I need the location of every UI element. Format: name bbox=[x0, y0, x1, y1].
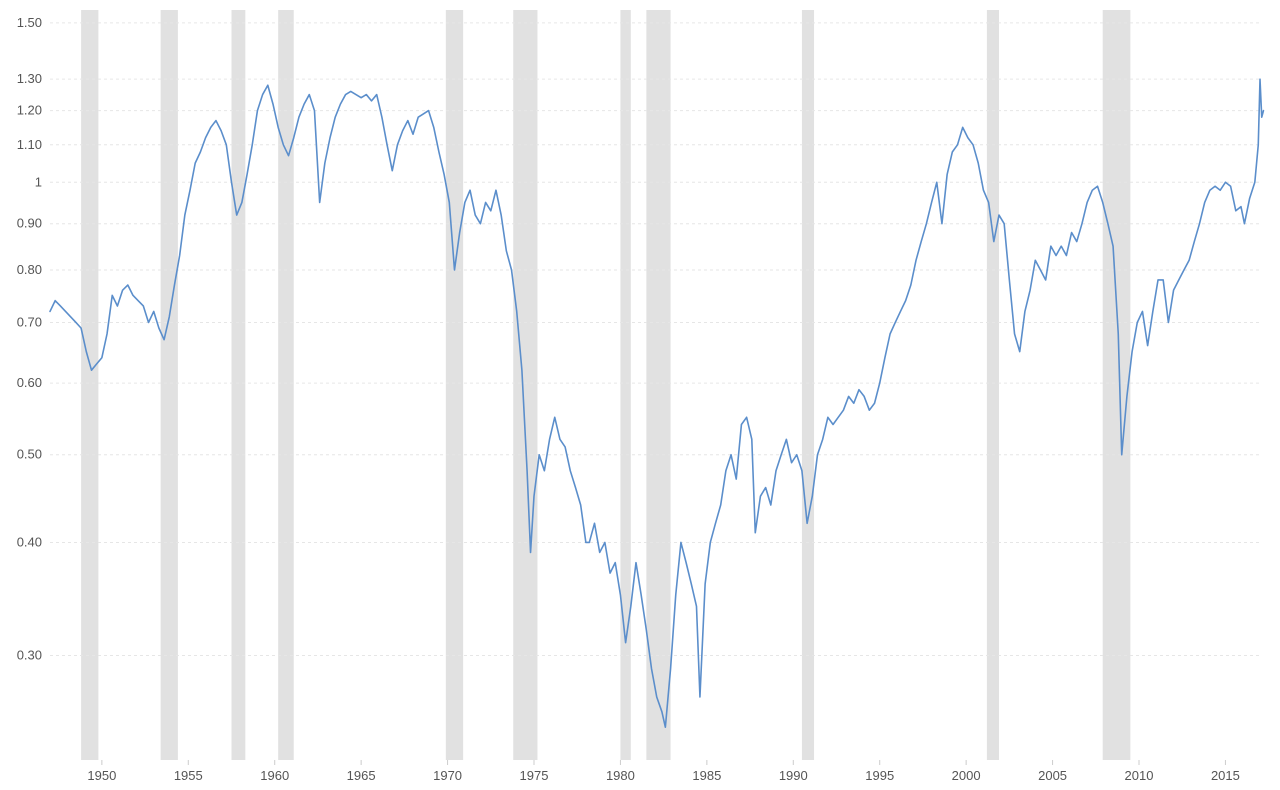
chart-svg: 0.30 0.40 0.50 0.60 0.70 0.80 0.90 1 1.10 1.20 1.3… bbox=[0, 0, 1280, 790]
y-tick-label: 0.90 bbox=[17, 216, 42, 231]
x-tick-label: 1970 bbox=[433, 768, 462, 783]
x-tick-label: 1975 bbox=[520, 768, 549, 783]
x-tick-label: 1990 bbox=[779, 768, 808, 783]
y-tick-label: 0.60 bbox=[17, 375, 42, 390]
x-tick-label: 1955 bbox=[174, 768, 203, 783]
x-tick-label: 2005 bbox=[1038, 768, 1067, 783]
recession-band bbox=[446, 10, 463, 760]
x-tick-label: 1950 bbox=[87, 768, 116, 783]
x-tick-label: 1960 bbox=[260, 768, 289, 783]
y-tick-label: 1.20 bbox=[17, 103, 42, 118]
x-tick-label: 1980 bbox=[606, 768, 635, 783]
recession-band bbox=[1103, 10, 1131, 760]
recession-band bbox=[81, 10, 98, 760]
x-tick-label: 2015 bbox=[1211, 768, 1240, 783]
chart-background bbox=[0, 0, 1280, 790]
y-tick-label: 0.50 bbox=[17, 447, 42, 462]
y-tick-label: 1 bbox=[35, 174, 42, 189]
recession-band bbox=[802, 10, 814, 760]
recession-band bbox=[646, 10, 670, 760]
y-tick-label: 0.40 bbox=[17, 534, 42, 549]
y-tick-label: 1.10 bbox=[17, 137, 42, 152]
line-chart: 0.30 0.40 0.50 0.60 0.70 0.80 0.90 1 1.10 1.20 1.3… bbox=[0, 0, 1280, 790]
recession-band bbox=[278, 10, 294, 760]
y-tick-label: 1.50 bbox=[17, 15, 42, 30]
y-tick-label: 0.30 bbox=[17, 648, 42, 663]
x-tick-label: 1995 bbox=[865, 768, 894, 783]
y-tick-label: 1.30 bbox=[17, 71, 42, 86]
x-tick-label: 1985 bbox=[692, 768, 721, 783]
recession-band bbox=[161, 10, 178, 760]
x-tick-label: 2010 bbox=[1125, 768, 1154, 783]
y-tick-label: 0.70 bbox=[17, 314, 42, 329]
recession-band bbox=[513, 10, 537, 760]
x-tick-label: 1965 bbox=[347, 768, 376, 783]
y-tick-label: 0.80 bbox=[17, 262, 42, 277]
recession-band bbox=[232, 10, 246, 760]
recession-band bbox=[620, 10, 630, 760]
recession-band bbox=[987, 10, 999, 760]
x-tick-label: 2000 bbox=[952, 768, 981, 783]
